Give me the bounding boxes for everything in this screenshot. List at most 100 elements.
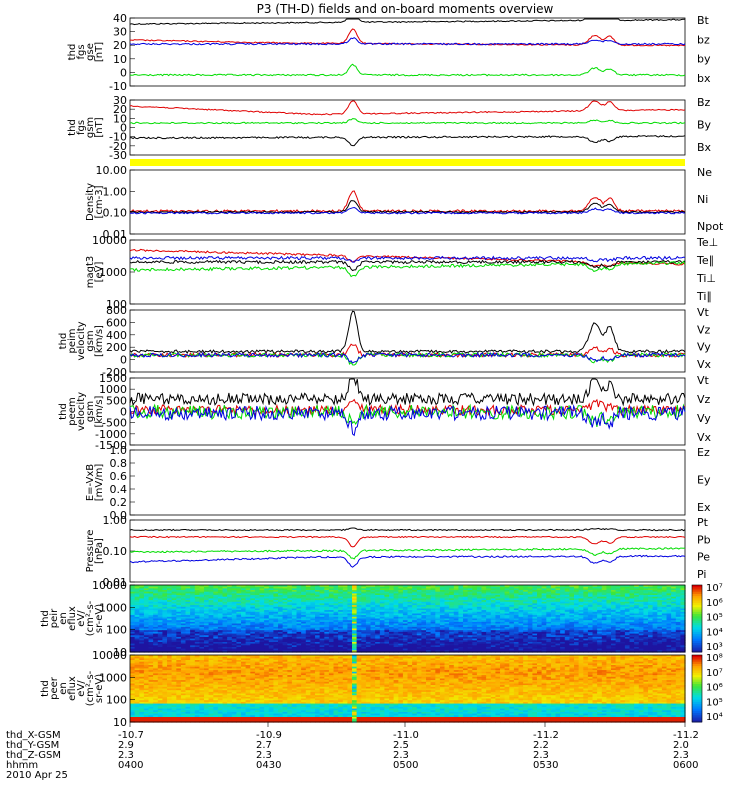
heat-cell — [583, 633, 589, 636]
heat-cell — [315, 605, 321, 608]
heat-cell — [250, 635, 256, 638]
heat-cell — [245, 630, 251, 633]
heat-cell — [167, 623, 173, 626]
heat-cell — [176, 636, 182, 640]
heat-cell — [449, 633, 455, 636]
heat-cell — [305, 618, 311, 621]
heat-cell — [666, 596, 672, 599]
heat-cell — [675, 596, 681, 599]
heat-cell — [379, 618, 385, 621]
heat-cell — [546, 623, 552, 626]
heat-cell — [513, 616, 520, 620]
heat-cell — [638, 585, 644, 588]
heat-cell — [208, 611, 214, 615]
heat-cell — [254, 615, 261, 618]
heat-cell — [472, 610, 478, 613]
heat-cell — [278, 593, 284, 596]
heat-cell — [648, 591, 654, 594]
heat-cell — [217, 606, 224, 610]
heat-cell — [550, 590, 557, 593]
heat-cell — [601, 593, 607, 596]
heat-cell — [666, 638, 672, 641]
heat-cell — [472, 585, 478, 588]
heat-cell — [245, 618, 251, 621]
heat-cell — [666, 601, 672, 605]
heat-cell — [583, 605, 589, 608]
heat-cell — [444, 598, 450, 601]
heat-cell — [680, 618, 686, 621]
heat-cell — [597, 600, 603, 603]
heat-cell — [467, 638, 473, 641]
heat-cell — [328, 605, 335, 608]
heat-cell — [624, 613, 631, 616]
heat-cell — [375, 642, 381, 645]
heat-cell — [416, 603, 422, 606]
heat-cell — [402, 605, 409, 608]
heat-cell — [555, 642, 561, 645]
heat-cell — [361, 628, 367, 631]
heat-cell — [532, 596, 538, 599]
heat-cell — [268, 608, 274, 611]
heat-cell — [509, 643, 515, 646]
ytick-label-peem_velocity-1: 1000 — [99, 383, 127, 396]
heat-cell — [671, 600, 677, 603]
series-pressure-Pb — [129, 535, 686, 548]
heat-cell — [190, 648, 196, 651]
heat-cell — [444, 625, 450, 628]
heat-cell — [328, 591, 335, 594]
ytick-label-fgs_gsm-0: 30 — [113, 94, 127, 107]
heat-cell — [426, 640, 432, 643]
heat-cell — [180, 636, 187, 640]
heat-cell — [333, 588, 339, 591]
heat-cell — [342, 633, 348, 636]
heat-cell — [194, 630, 200, 633]
heat-cell — [370, 606, 376, 610]
heat-cell — [236, 625, 242, 628]
heat-cell — [537, 642, 543, 645]
heat-cell — [513, 648, 520, 651]
heat-cell — [444, 613, 450, 616]
heat-cell — [305, 647, 311, 650]
heat-cell — [541, 620, 547, 623]
heat-cell — [199, 645, 205, 648]
heat-cell — [384, 613, 390, 616]
series-temperature-Te∥ — [129, 259, 686, 272]
heat-cell — [315, 647, 321, 650]
heat-cell — [532, 625, 538, 628]
heat-cell — [402, 635, 409, 638]
heat-cell — [143, 590, 150, 593]
heat-cell — [148, 593, 154, 596]
heat-cell — [421, 650, 427, 653]
heat-cell — [652, 628, 658, 631]
heat-cell — [241, 603, 247, 606]
heat-cell — [199, 620, 205, 623]
heat-cell — [430, 640, 436, 643]
heat-cell — [518, 621, 524, 625]
heat-cell — [537, 605, 543, 608]
heat-cell — [597, 643, 603, 646]
heat-cell — [490, 647, 496, 650]
heat-cell — [518, 608, 524, 611]
heat-cell — [587, 588, 594, 591]
heat-cell — [518, 598, 524, 601]
heat-cell — [463, 603, 469, 606]
heat-cell — [578, 628, 584, 631]
heat-cell — [444, 633, 450, 636]
heat-cell — [467, 625, 473, 628]
heat-cell — [213, 650, 219, 653]
heat-cell — [578, 600, 584, 603]
heat-cell — [421, 590, 427, 593]
heat-cell — [606, 616, 612, 620]
heat-cell — [273, 625, 279, 628]
heat-cell — [574, 648, 580, 651]
heat-cell — [490, 618, 496, 621]
heat-cell — [176, 630, 182, 633]
heat-cell — [365, 593, 372, 596]
heat-cell — [310, 645, 316, 648]
heat-cell — [481, 586, 487, 589]
heat-cell — [389, 648, 395, 651]
heat-cell — [675, 595, 681, 598]
heat-cell — [139, 643, 145, 646]
heat-cell — [287, 616, 293, 620]
heat-cell — [204, 650, 210, 653]
